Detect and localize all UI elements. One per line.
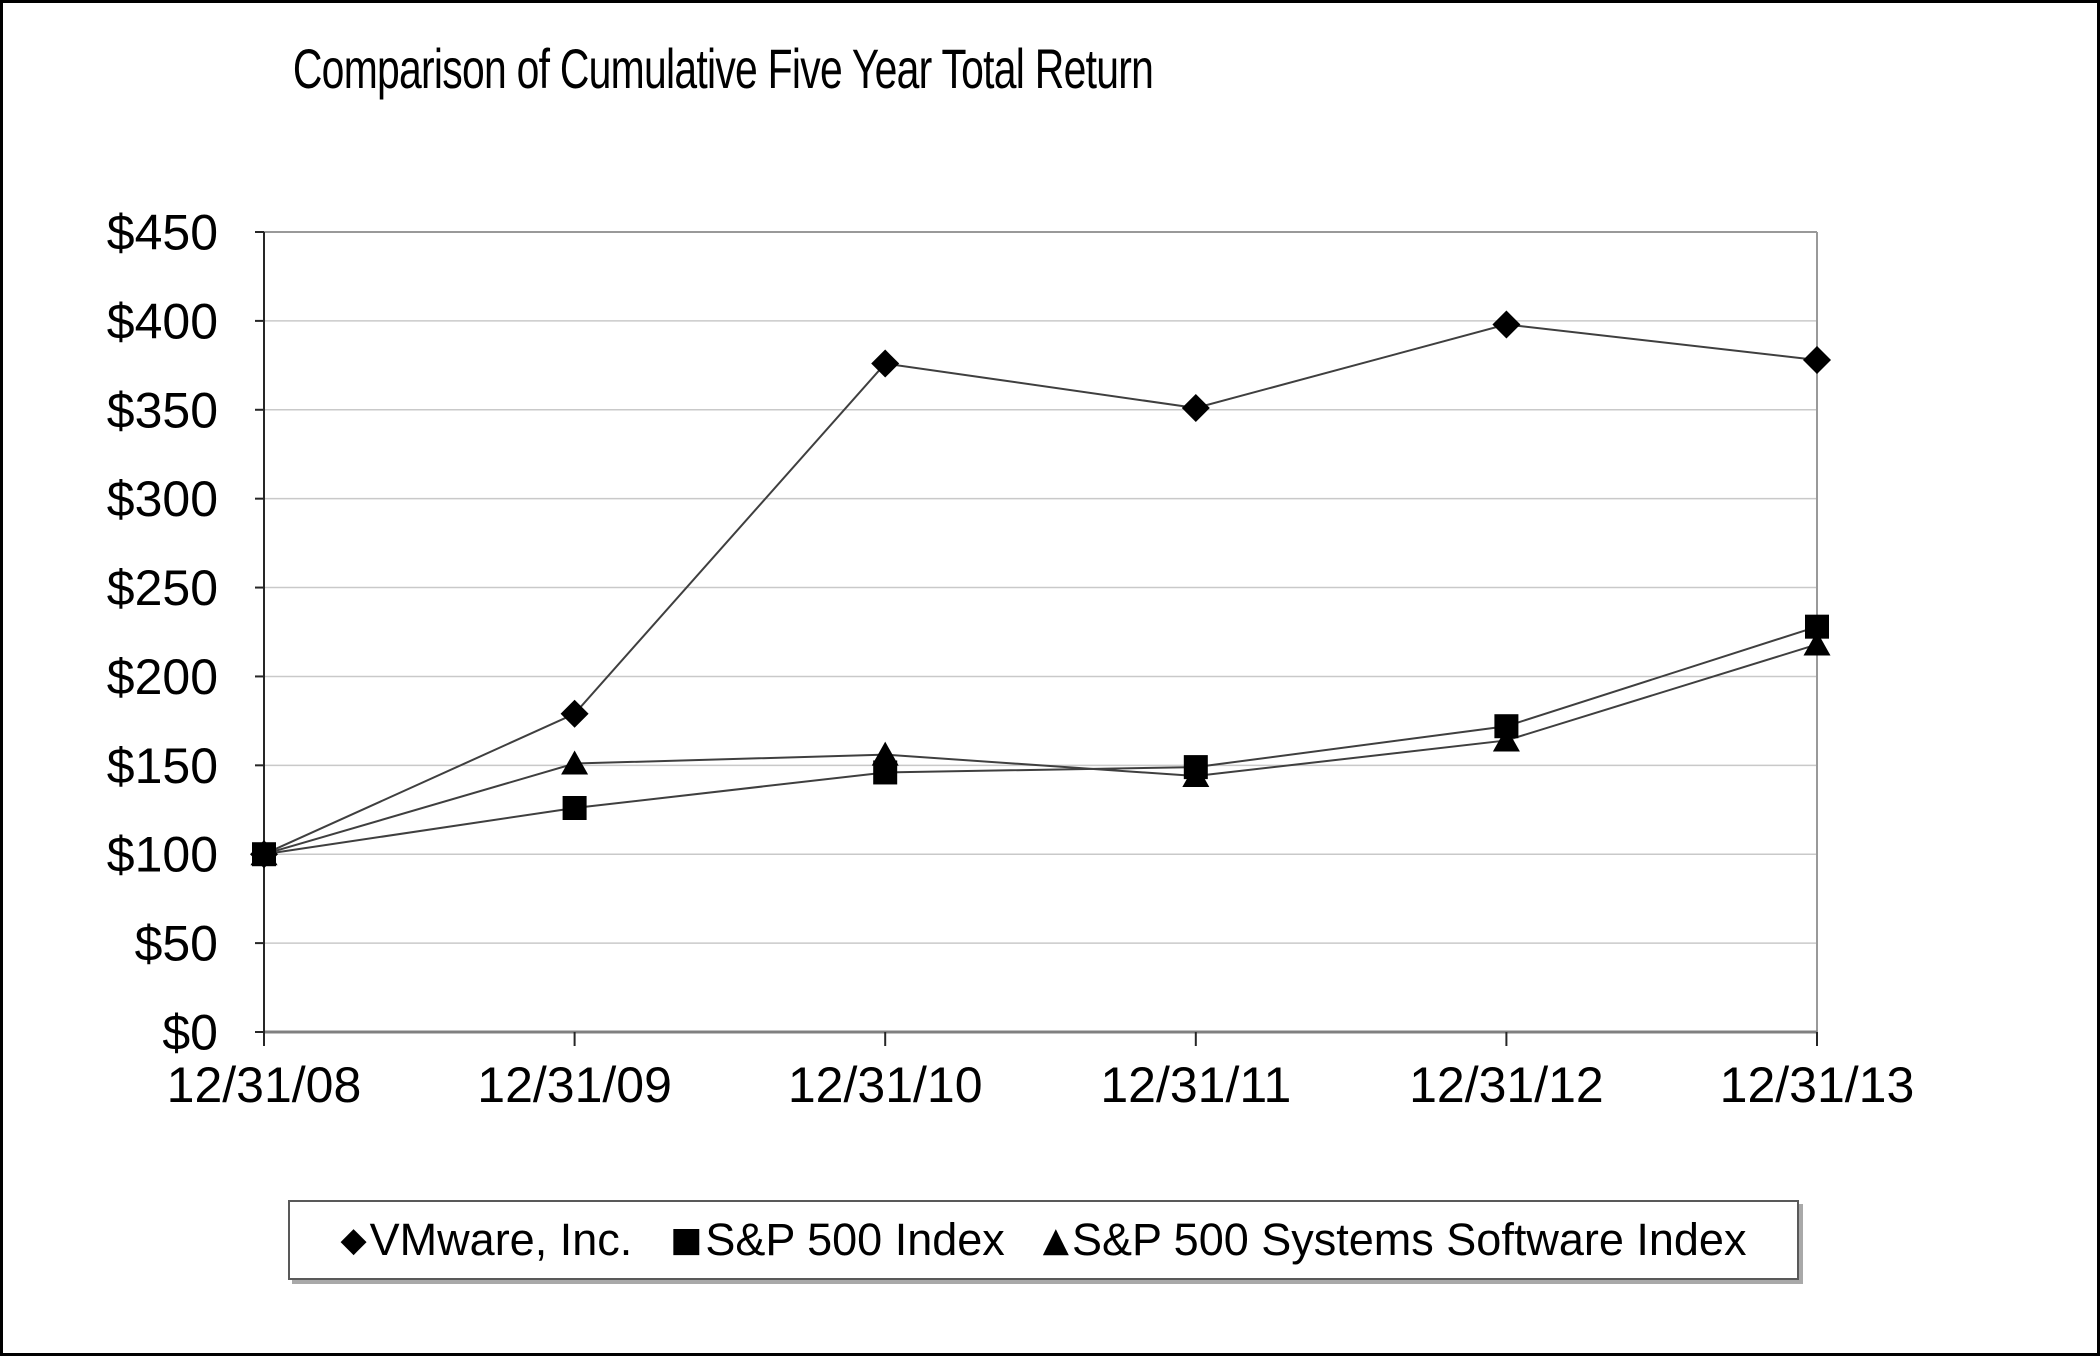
- triangle-marker: [250, 841, 278, 866]
- chart-title: Comparison of Cumulative Five Year Total…: [292, 37, 1154, 100]
- y-tick-label: $450: [107, 205, 218, 261]
- triangle-marker: [1492, 727, 1520, 752]
- diamond-marker: [1492, 310, 1521, 339]
- legend-label-vmware: VMware, Inc.: [369, 1214, 633, 1265]
- y-tick-label: $0: [162, 1005, 218, 1061]
- y-tick-label: $250: [107, 560, 218, 616]
- triangle-marker: [561, 750, 589, 775]
- triangle-marker: [1182, 763, 1210, 787]
- legend-item-syssoft: ▲ S&P 500 Systems Software Index: [1043, 1214, 1747, 1266]
- legend-item-vmware: ◆ VMware, Inc.: [341, 1214, 633, 1266]
- diamond-marker: [1181, 394, 1210, 422]
- y-tick-label: $100: [107, 827, 218, 883]
- y-tick-label: $400: [107, 293, 218, 349]
- x-tick-label: 12/31/10: [788, 1057, 983, 1113]
- legend: ◆ VMware, Inc. ■ S&P 500 Index ▲ S&P 500…: [288, 1200, 1799, 1280]
- diamond-marker: [1803, 346, 1831, 374]
- legend-label-syssoft: S&P 500 Systems Software Index: [1071, 1214, 1747, 1265]
- legend-item-sp500: ■ S&P 500 Index: [670, 1214, 1005, 1266]
- x-tick-label: 12/31/11: [1100, 1057, 1291, 1113]
- y-tick-label: $200: [107, 649, 218, 705]
- x-tick-label: 12/31/08: [167, 1057, 362, 1113]
- x-tick-label: 12/31/12: [1409, 1057, 1604, 1113]
- y-tick-label: $300: [107, 471, 218, 527]
- diamond-icon: ◆: [340, 1220, 367, 1260]
- diamond-marker: [871, 349, 900, 378]
- legend-label-sp500: S&P 500 Index: [705, 1214, 1005, 1265]
- y-tick-label: $350: [107, 382, 218, 438]
- triangle-icon: ▲: [1042, 1220, 1069, 1260]
- y-tick-label: $150: [107, 738, 218, 794]
- triangle-marker: [1803, 631, 1831, 656]
- series-line-square: [263, 625, 1818, 856]
- diamond-marker: [560, 699, 589, 728]
- square-marker: [562, 796, 587, 820]
- triangle-marker: [871, 741, 899, 766]
- series-line-triangle: [263, 643, 1818, 856]
- chart-canvas: $450$400$350$300$250$200$150$100$50$012/…: [107, 205, 1915, 1114]
- square-icon: ■: [670, 1220, 703, 1260]
- x-tick-label: 12/31/09: [477, 1057, 672, 1113]
- series-line-diamond: [263, 323, 1818, 856]
- x-tick-label: 12/31/13: [1720, 1057, 1915, 1113]
- y-tick-label: $50: [135, 916, 218, 972]
